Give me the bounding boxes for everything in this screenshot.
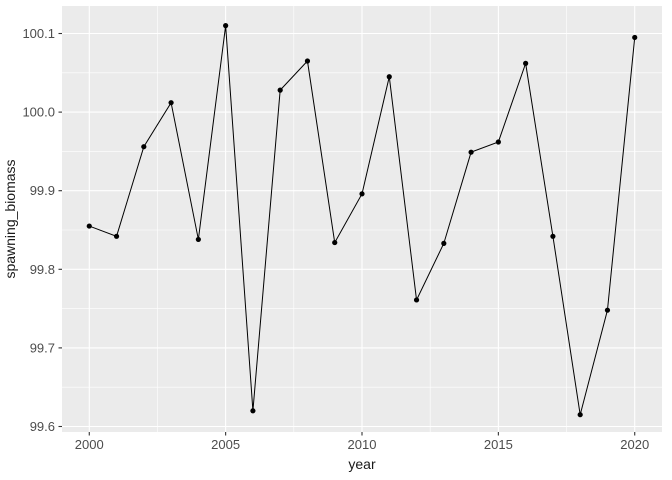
data-point [468,149,474,155]
y-tick-labels: 99.6 99.7 99.8 99.9 100.0 100.1 [22,26,55,434]
data-point [359,191,365,197]
x-tick-label: 2020 [620,437,649,452]
data-point [632,34,638,41]
data-point [550,233,556,239]
data-point [168,100,174,106]
y-tick-label: 100.0 [22,105,55,120]
data-point [304,58,311,64]
x-tick-label: 2000 [75,437,104,452]
x-axis-title: year [348,456,376,472]
data-point [86,223,92,229]
y-tick-label: 99.9 [30,183,55,198]
data-point [277,87,283,93]
data-point [577,412,583,418]
data-point [141,144,147,150]
y-axis-title: spawning_biomass [2,159,18,278]
data-point [250,408,256,414]
axis-tick-marks [58,32,636,436]
data-point [332,239,338,246]
data-point [523,60,529,66]
x-tick-labels: 2000 2005 2010 2015 2020 [75,437,649,452]
data-point [195,236,201,243]
x-tick-label: 2010 [348,437,377,452]
data-point [113,233,120,239]
data-point [604,307,611,313]
y-tick-label: 99.6 [30,419,55,434]
data-point [413,297,420,303]
major-gridlines [62,6,662,432]
y-tick-label: 99.7 [30,340,55,355]
data-point [386,74,392,80]
data-point [223,23,229,29]
data-point [495,139,501,145]
x-tick-label: 2015 [484,437,513,452]
x-tick-label: 2005 [211,437,240,452]
y-tick-label: 100.1 [22,26,55,41]
data-point [441,240,447,246]
data-point-group [86,23,638,418]
y-tick-label: 99.8 [30,262,55,277]
